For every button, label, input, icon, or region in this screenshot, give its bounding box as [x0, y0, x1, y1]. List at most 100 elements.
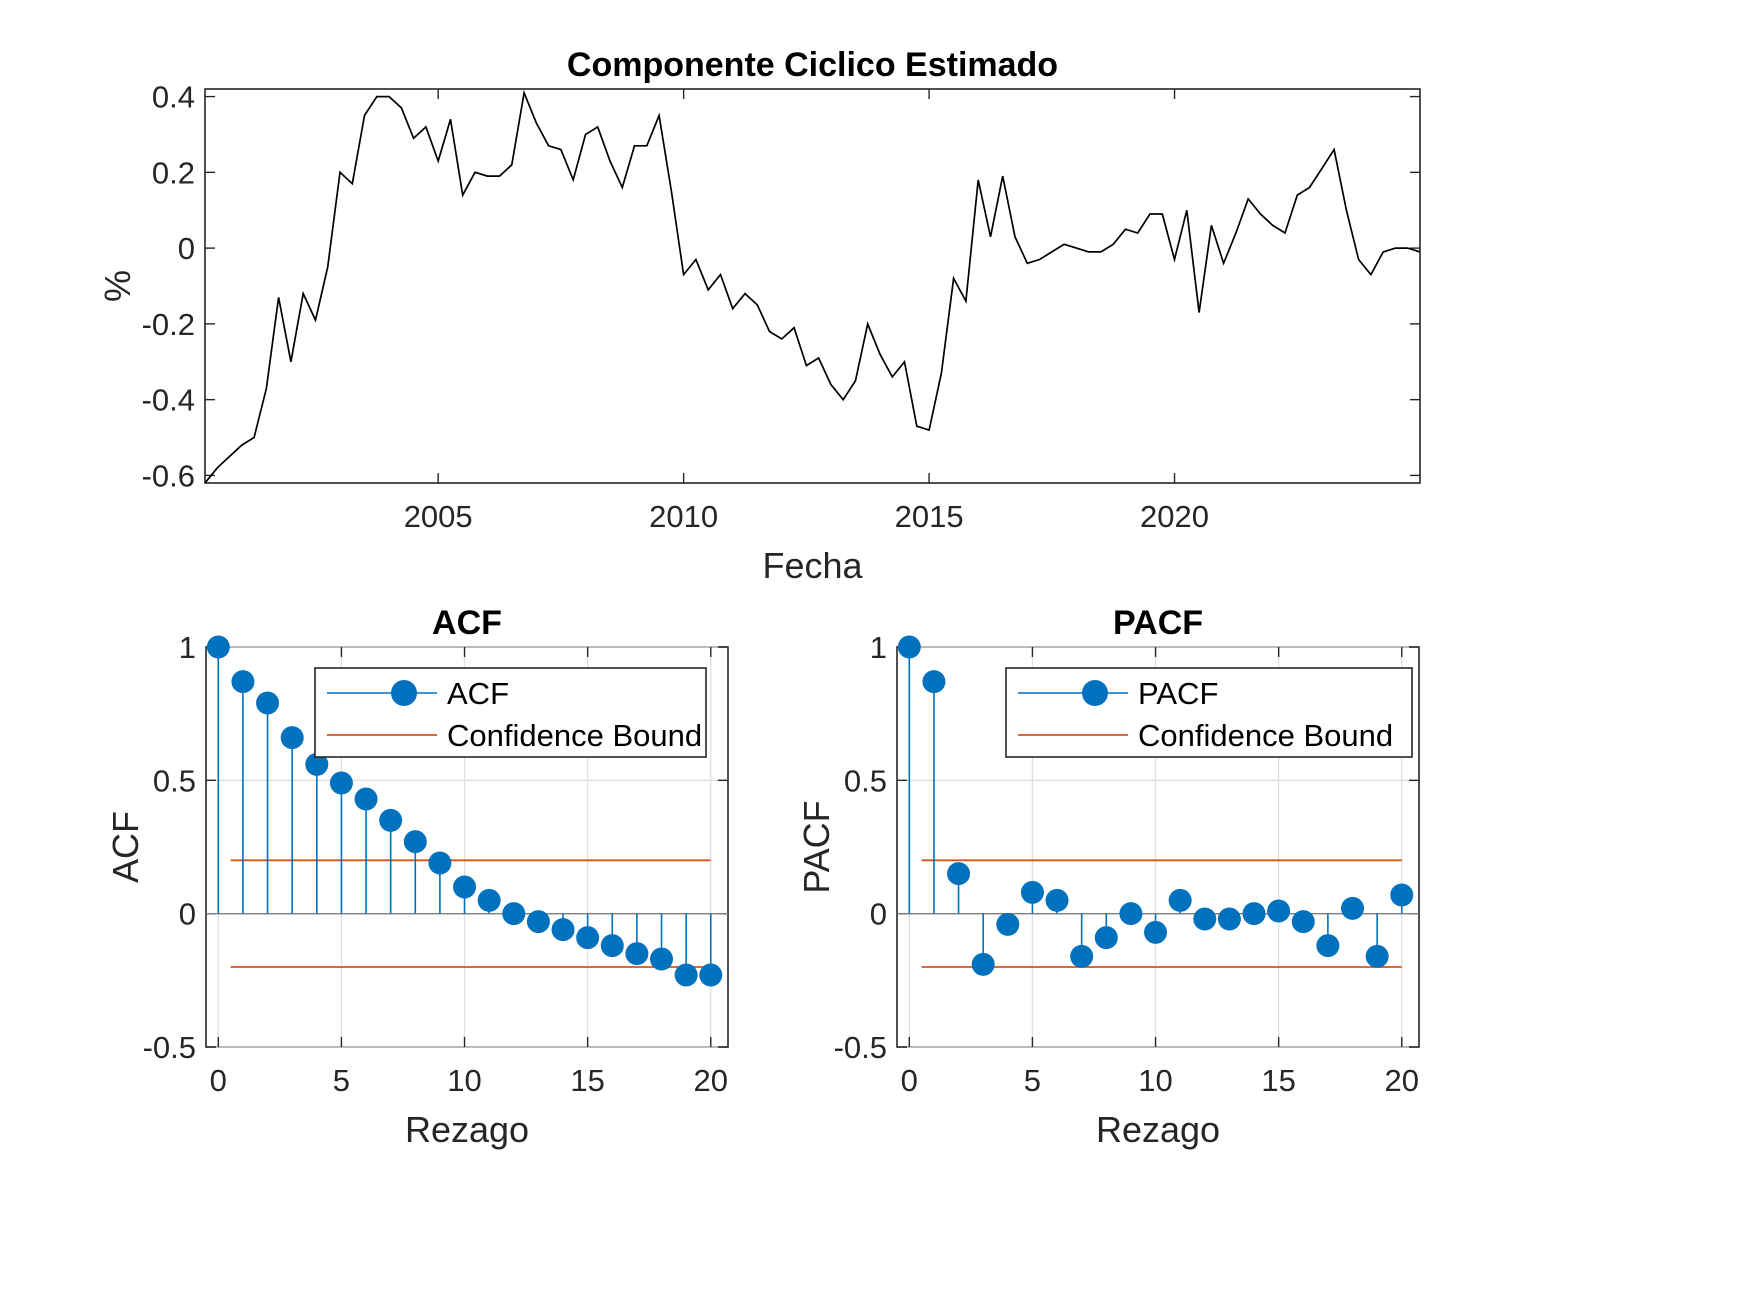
y-tick-label-5: 0.4 — [152, 80, 195, 115]
acf-panel: 0 5 10 15 20 -0.5 0 0.5 1 ACF Confidence Bound A… — [105, 604, 729, 1150]
pacf-y-axis-label: PACF — [796, 800, 837, 893]
y-tick-label-3: 1 — [179, 630, 196, 665]
stem-marker-7 — [1070, 944, 1094, 968]
acf-legend: ACF Confidence Bound — [314, 667, 707, 758]
x-tick-label-3: 15 — [1261, 1063, 1295, 1098]
acf-legend-label-acf: ACF — [447, 676, 509, 711]
x-tick-label-1: 5 — [1024, 1063, 1041, 1098]
stem-marker-13 — [1217, 907, 1241, 931]
stem-marker-17 — [1316, 934, 1340, 958]
acf-y-axis-label: ACF — [105, 811, 146, 883]
cyclical-ticks: 2005 2010 2015 2020 -0.6 -0.4 -0.2 0 0.2 0.4 — [142, 80, 1420, 534]
cyclical-x-axis-label: Fecha — [762, 545, 863, 586]
x-tick-label-2: 10 — [447, 1063, 481, 1098]
stem-marker-13 — [526, 910, 550, 934]
stem-marker-14 — [551, 918, 575, 942]
pacf-legend-box — [1005, 667, 1413, 758]
y-tick-label-0: -0.6 — [142, 458, 195, 493]
stem-marker-4 — [996, 912, 1020, 936]
cyclical-y-axis-label: % — [97, 270, 138, 302]
stem-marker-0 — [897, 635, 921, 659]
y-tick-label-2: 0.5 — [153, 763, 196, 798]
y-tick-label-4: 0.2 — [152, 155, 195, 190]
acf-ticks: 0 5 10 15 20 -0.5 0 0.5 1 — [143, 630, 728, 1098]
pacf-legend: PACF Confidence Bound — [1005, 667, 1413, 758]
stem-marker-6 — [354, 787, 378, 811]
stem-marker-1 — [231, 670, 255, 694]
stem-marker-12 — [1193, 907, 1217, 931]
stem-marker-8 — [1094, 926, 1118, 950]
stem-marker-9 — [1119, 902, 1143, 926]
stem-marker-3 — [280, 726, 304, 750]
cyclical-chart-title: Componente Ciclico Estimado — [567, 46, 1058, 84]
stem-marker-11 — [1168, 888, 1192, 912]
stem-marker-8 — [403, 830, 427, 854]
cyclical-plot-area — [204, 88, 1421, 484]
cyclical-component-panel: 2005 2010 2015 2020 -0.6 -0.4 -0.2 0 0.2 0.4 Comp… — [97, 46, 1421, 586]
stem-marker-0 — [206, 635, 230, 659]
pacf-chart-title: PACF — [1113, 604, 1203, 642]
stem-marker-15 — [576, 926, 600, 950]
x-tick-label-4: 20 — [1385, 1063, 1419, 1098]
y-tick-label-0: -0.5 — [834, 1030, 887, 1065]
y-tick-label-1: 0 — [179, 897, 196, 932]
stem-marker-3 — [971, 952, 995, 976]
acf-x-axis-label: Rezago — [405, 1109, 529, 1150]
stem-marker-11 — [477, 888, 501, 912]
stem-marker-20 — [1390, 883, 1414, 907]
pacf-data — [897, 635, 1419, 976]
stem-marker-10 — [453, 875, 477, 899]
x-tick-label-2: 2015 — [895, 499, 964, 534]
stem-marker-17 — [625, 942, 649, 966]
stem-marker-16 — [1291, 910, 1315, 934]
x-tick-label-4: 20 — [694, 1063, 728, 1098]
stem-marker-4 — [305, 752, 329, 776]
stem-marker-18 — [650, 947, 674, 971]
x-tick-label-2: 10 — [1138, 1063, 1172, 1098]
stem-marker-12 — [502, 902, 526, 926]
stem-marker-2 — [256, 691, 280, 715]
stem-marker-19 — [1365, 944, 1389, 968]
pacf-legend-label-pacf: PACF — [1138, 676, 1218, 711]
acf-legend-marker — [391, 680, 417, 706]
stem-marker-9 — [428, 851, 452, 875]
x-tick-label-0: 0 — [210, 1063, 227, 1098]
stem-marker-16 — [600, 934, 624, 958]
cyclical-data — [205, 89, 1420, 483]
y-tick-label-2: 0.5 — [844, 763, 887, 798]
cyclical-series-line — [205, 89, 1420, 483]
x-tick-label-3: 2020 — [1140, 499, 1209, 534]
stem-marker-20 — [699, 963, 723, 987]
y-tick-label-2: -0.2 — [142, 307, 195, 342]
stem-marker-15 — [1267, 899, 1291, 923]
stem-marker-18 — [1341, 896, 1365, 920]
pacf-legend-marker — [1082, 680, 1108, 706]
pacf-x-axis-label: Rezago — [1096, 1109, 1220, 1150]
y-tick-label-1: -0.4 — [142, 383, 195, 418]
pacf-panel: 0 5 10 15 20-0.500.51 PACF Confidence Bound … — [796, 604, 1420, 1150]
stem-marker-14 — [1242, 902, 1266, 926]
x-tick-label-1: 5 — [333, 1063, 350, 1098]
acf-legend-label-bound: Confidence Bound — [447, 718, 702, 753]
pacf-legend-label-bound: Confidence Bound — [1138, 718, 1393, 753]
stem-marker-5 — [329, 771, 353, 795]
stem-marker-5 — [1020, 880, 1044, 904]
stem-marker-1 — [922, 670, 946, 694]
y-tick-label-0: -0.5 — [143, 1030, 196, 1065]
stem-marker-2 — [947, 862, 971, 886]
stem-marker-10 — [1144, 920, 1168, 944]
y-tick-label-1: 0 — [870, 897, 887, 932]
acf-legend-box — [314, 667, 707, 758]
acf-chart-title: ACF — [432, 604, 502, 642]
pacf-ticks: 0 5 10 15 20 -0.5 0 0.5 1 — [834, 630, 1419, 1098]
y-tick-label-3: 0 — [178, 231, 195, 266]
y-tick-label-3: 1 — [870, 630, 887, 665]
x-tick-label-3: 15 — [570, 1063, 604, 1098]
stem-marker-19 — [674, 963, 698, 987]
stem-marker-6 — [1045, 888, 1069, 912]
x-tick-label-1: 2010 — [649, 499, 718, 534]
x-tick-label-0: 0 — [901, 1063, 918, 1098]
acf-data — [206, 635, 728, 987]
x-tick-label-0: 2005 — [404, 499, 473, 534]
